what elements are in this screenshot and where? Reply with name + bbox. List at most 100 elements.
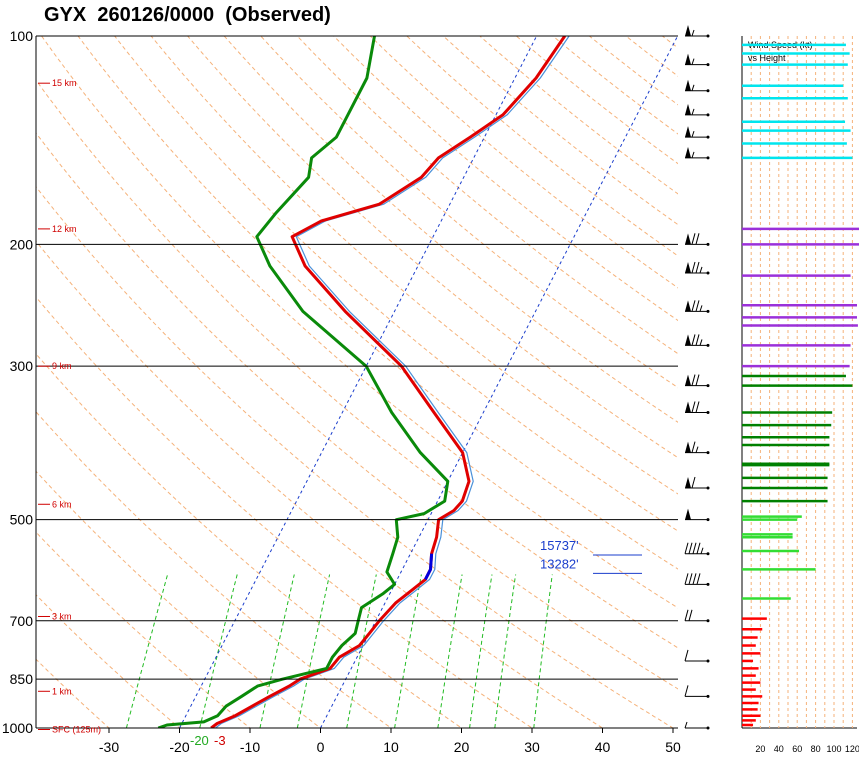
wind-barb-flag bbox=[685, 53, 691, 65]
dry-adiabat bbox=[36, 240, 604, 728]
dry-adiabat bbox=[36, 132, 678, 690]
mixing-ratio-line bbox=[125, 574, 169, 728]
dry-adiabat bbox=[36, 531, 251, 728]
isotherm-line bbox=[179, 36, 538, 728]
wind-barb bbox=[685, 508, 710, 522]
wind-panel-tick-label: 40 bbox=[774, 744, 784, 754]
wind-barb-half bbox=[699, 266, 703, 274]
wind-barb-half bbox=[691, 84, 695, 91]
wind-barb-full bbox=[692, 542, 697, 554]
dry-adiabat bbox=[36, 79, 678, 649]
wind-barb-full bbox=[691, 476, 696, 489]
wind-barb-half bbox=[691, 130, 695, 138]
wind-barb bbox=[684, 649, 710, 663]
dry-adiabat bbox=[260, 36, 678, 389]
wind-barb-full bbox=[691, 401, 696, 413]
wind-barb bbox=[685, 25, 710, 38]
wind-barb-flag bbox=[685, 25, 691, 36]
wind-barb-flag bbox=[685, 300, 691, 312]
pressure-label: 1000 bbox=[2, 720, 33, 736]
wind-barb-half bbox=[691, 151, 695, 159]
wind-barb bbox=[685, 53, 710, 67]
wind-barb-station bbox=[706, 384, 710, 388]
wind-barb bbox=[684, 609, 710, 623]
temperature-trace bbox=[210, 36, 567, 728]
wind-barb-half bbox=[684, 721, 688, 729]
wind-barb-full bbox=[688, 573, 693, 585]
wind-barb-flag bbox=[685, 233, 691, 245]
wind-barb-full bbox=[684, 685, 689, 697]
surface-dewpoint-value: -20 bbox=[190, 733, 209, 748]
wind-barb bbox=[685, 374, 710, 388]
mixing-ratio-line bbox=[533, 574, 553, 728]
pressure-label: 200 bbox=[10, 236, 34, 252]
wind-barb-station bbox=[706, 518, 710, 522]
wind-barb-full bbox=[695, 233, 700, 245]
x-tick-label: 30 bbox=[524, 739, 540, 755]
dry-adiabat bbox=[333, 36, 678, 322]
pressure-label: 100 bbox=[10, 28, 34, 44]
wind-barb-station bbox=[706, 135, 710, 139]
dry-adiabat bbox=[36, 658, 110, 728]
wind-barb-full bbox=[691, 374, 696, 386]
wind-barb-station bbox=[706, 343, 710, 347]
wind-barb-full bbox=[688, 542, 693, 554]
wind-barb-full bbox=[684, 609, 689, 621]
wind-barb-flag bbox=[685, 126, 691, 138]
dry-adiabat bbox=[36, 411, 392, 728]
height-label: 15 km bbox=[52, 78, 77, 88]
wind-barb-full bbox=[691, 261, 696, 274]
wind-barb-station bbox=[706, 486, 710, 490]
dry-adiabat bbox=[77, 36, 678, 570]
wind-barb bbox=[684, 573, 710, 586]
wind-barb-station bbox=[706, 89, 710, 93]
wind-barb-station bbox=[706, 309, 710, 313]
wind-barb-flag bbox=[685, 261, 691, 273]
wind-barb-flag bbox=[685, 508, 691, 520]
wind-barb bbox=[685, 261, 710, 275]
wind-barb-flag bbox=[685, 103, 691, 115]
isotherm-line bbox=[320, 36, 678, 728]
wind-barb bbox=[685, 476, 710, 490]
level-annotation-label: 15737' bbox=[540, 538, 579, 553]
wind-barb-half bbox=[691, 108, 695, 116]
wind-barb-half bbox=[691, 58, 695, 65]
wind-barb-station bbox=[706, 659, 710, 663]
wind-barb-flag bbox=[685, 441, 691, 453]
wind-barb bbox=[684, 542, 710, 556]
wind-barb bbox=[684, 721, 710, 730]
height-label: 12 km bbox=[52, 224, 77, 234]
wind-barb bbox=[684, 685, 710, 698]
wind-barb-station bbox=[706, 619, 710, 623]
dry-adiabat bbox=[36, 470, 322, 728]
wind-barb-flag bbox=[685, 401, 691, 413]
mixing-ratio-line bbox=[346, 574, 377, 728]
wind-barb-station bbox=[706, 582, 710, 586]
wind-barb-half bbox=[699, 339, 703, 346]
wind-barb-station bbox=[706, 63, 710, 67]
wind-barb bbox=[685, 441, 710, 455]
wind-barb-station bbox=[706, 410, 710, 414]
mixing-ratio-line bbox=[469, 574, 493, 728]
mixing-ratio-line bbox=[199, 574, 238, 728]
mixing-ratio-line bbox=[494, 574, 517, 728]
wind-barb-full bbox=[695, 261, 700, 274]
x-tick-label: 40 bbox=[595, 739, 611, 755]
wind-barb-full bbox=[696, 573, 701, 585]
plot-area bbox=[36, 36, 678, 728]
x-tick-label: -30 bbox=[99, 739, 119, 755]
wind-barb-flag bbox=[685, 334, 691, 346]
wind-barb bbox=[685, 79, 710, 93]
mixing-ratio-line bbox=[259, 574, 295, 728]
wind-barb-full bbox=[695, 401, 700, 413]
wind-barb-half bbox=[699, 305, 703, 312]
wind-barb-full bbox=[695, 374, 700, 386]
wind-barb-full bbox=[684, 573, 689, 585]
height-label: SFC (125m) bbox=[52, 724, 101, 734]
wind-barb-half bbox=[691, 29, 695, 37]
wind-panel-tick-label: 60 bbox=[792, 744, 802, 754]
mixing-ratio-line bbox=[296, 574, 331, 728]
wind-barb-full bbox=[688, 609, 693, 621]
wind-barb-station bbox=[706, 156, 710, 160]
